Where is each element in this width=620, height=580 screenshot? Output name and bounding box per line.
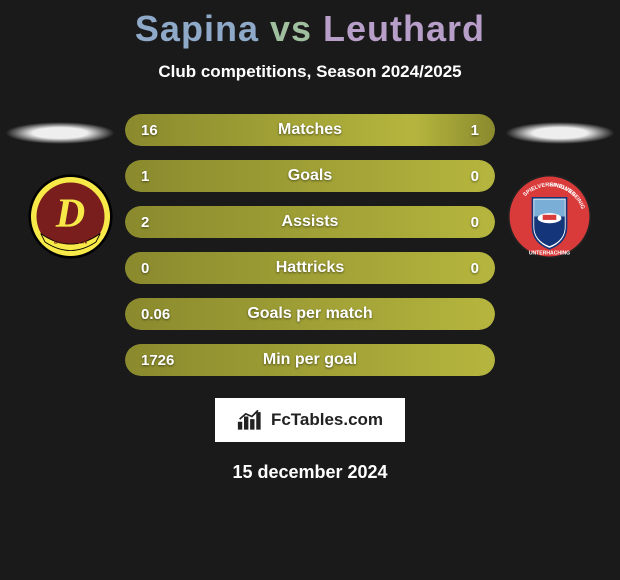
dresden-crest-icon: D DRESDEN	[28, 174, 113, 259]
club-badge-left: D DRESDEN	[28, 174, 113, 259]
vs-text: vs	[270, 8, 312, 49]
player1-name: Sapina	[135, 8, 259, 49]
badge-shadow-right	[505, 122, 615, 144]
player2-name: Leuthard	[323, 8, 485, 49]
stat-row: 0Hattricks0	[125, 252, 495, 284]
comparison-date: 15 december 2024	[0, 462, 620, 483]
stat-label: Hattricks	[125, 259, 495, 277]
stat-row: 1726Min per goal	[125, 344, 495, 376]
svg-text:UNTERHACHING: UNTERHACHING	[529, 251, 570, 257]
fctables-label: FcTables.com	[271, 410, 383, 430]
stat-row: 0.06Goals per match	[125, 298, 495, 330]
comparison-content: D DRESDEN SPIELVEREINIGUNG SPIELVEREINIG…	[0, 114, 620, 376]
stat-row: 1Goals0	[125, 160, 495, 192]
stat-label: Goals	[125, 167, 495, 185]
fctables-watermark: FcTables.com	[215, 398, 405, 442]
stat-label: Matches	[125, 121, 495, 139]
comparison-title: Sapina vs Leuthard	[0, 0, 620, 50]
bar-chart-icon	[237, 409, 265, 431]
svg-text:D: D	[55, 191, 85, 236]
stats-list: 16Matches11Goals02Assists00Hattricks00.0…	[125, 114, 495, 376]
stat-value-right: 1	[471, 122, 495, 139]
unterhaching-crest-icon: SPIELVEREINIGUNG SPIELVEREINIGUNG UNTERH…	[507, 174, 592, 259]
stat-value-right: 0	[471, 214, 495, 231]
stat-value-right: 0	[471, 260, 495, 277]
stat-label: Min per goal	[125, 351, 495, 369]
stat-label: Assists	[125, 213, 495, 231]
club-badge-right: SPIELVEREINIGUNG SPIELVEREINIGUNG UNTERH…	[507, 174, 592, 259]
badge-shadow-left	[5, 122, 115, 144]
stat-row: 16Matches1	[125, 114, 495, 146]
stat-value-right: 0	[471, 168, 495, 185]
stat-label: Goals per match	[125, 305, 495, 323]
svg-text:DRESDEN: DRESDEN	[54, 239, 87, 246]
subtitle: Club competitions, Season 2024/2025	[0, 62, 620, 82]
stat-row: 2Assists0	[125, 206, 495, 238]
